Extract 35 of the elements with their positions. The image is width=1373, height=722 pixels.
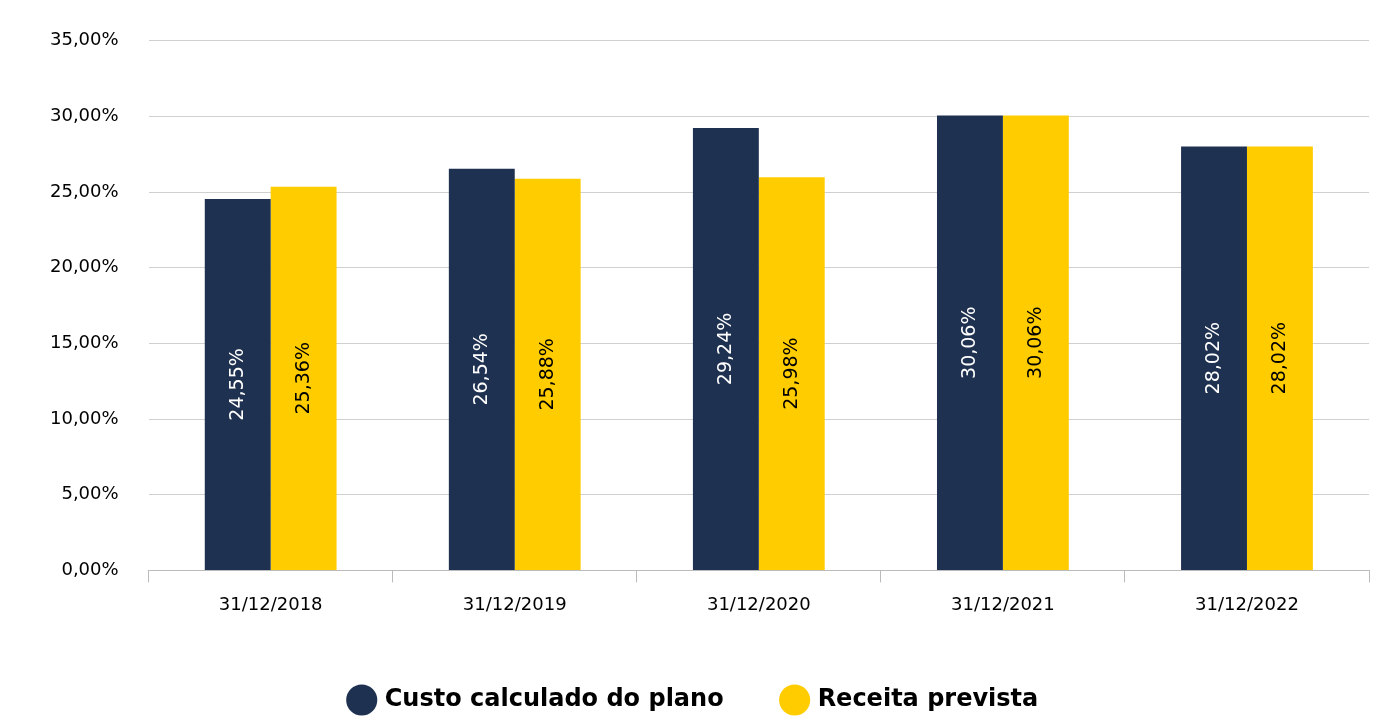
y-tick-label: 35,00%	[49, 28, 119, 50]
data-label: 26,54%	[468, 333, 491, 406]
x-tick-label: 31/12/2020	[706, 592, 811, 614]
x-tick-label: 31/12/2022	[1195, 592, 1299, 614]
data-label: 28,02%	[1200, 321, 1223, 395]
y-tick-label: 15,00%	[49, 331, 119, 353]
y-tick-label: 25,00%	[49, 179, 119, 201]
bar	[1181, 146, 1247, 570]
data-label: 30,06%	[1022, 306, 1045, 379]
legend-label: Custo calculado do plano	[384, 684, 724, 713]
legend-label: Receita prevista	[817, 684, 1039, 713]
bar	[692, 127, 759, 570]
data-label: 24,55%	[224, 348, 247, 421]
y-tick-label: 10,00%	[49, 406, 119, 428]
bar	[204, 198, 271, 570]
y-tick-label: 20,00%	[49, 255, 119, 277]
data-label: 25,98%	[778, 337, 801, 410]
data-label: 29,24%	[712, 312, 735, 386]
x-tick-label: 31/12/2019	[462, 592, 567, 614]
data-label: 30,06%	[956, 306, 979, 379]
y-tick-label: 5,00%	[61, 482, 119, 504]
x-tick-label: 31/12/2018	[218, 592, 323, 614]
bar	[936, 115, 1003, 570]
data-label: 25,88%	[534, 338, 557, 411]
x-tick-label: 31/12/2021	[951, 592, 1055, 614]
data-label: 25,36%	[290, 342, 313, 415]
y-tick-label: 0,00%	[61, 558, 119, 580]
bar	[758, 177, 825, 570]
bar	[1002, 115, 1069, 570]
bar	[270, 186, 337, 570]
y-tick-label: 30,00%	[49, 104, 119, 126]
bar	[1246, 146, 1313, 570]
bar	[514, 178, 581, 570]
bar	[448, 168, 515, 570]
data-label: 28,02%	[1266, 321, 1289, 395]
